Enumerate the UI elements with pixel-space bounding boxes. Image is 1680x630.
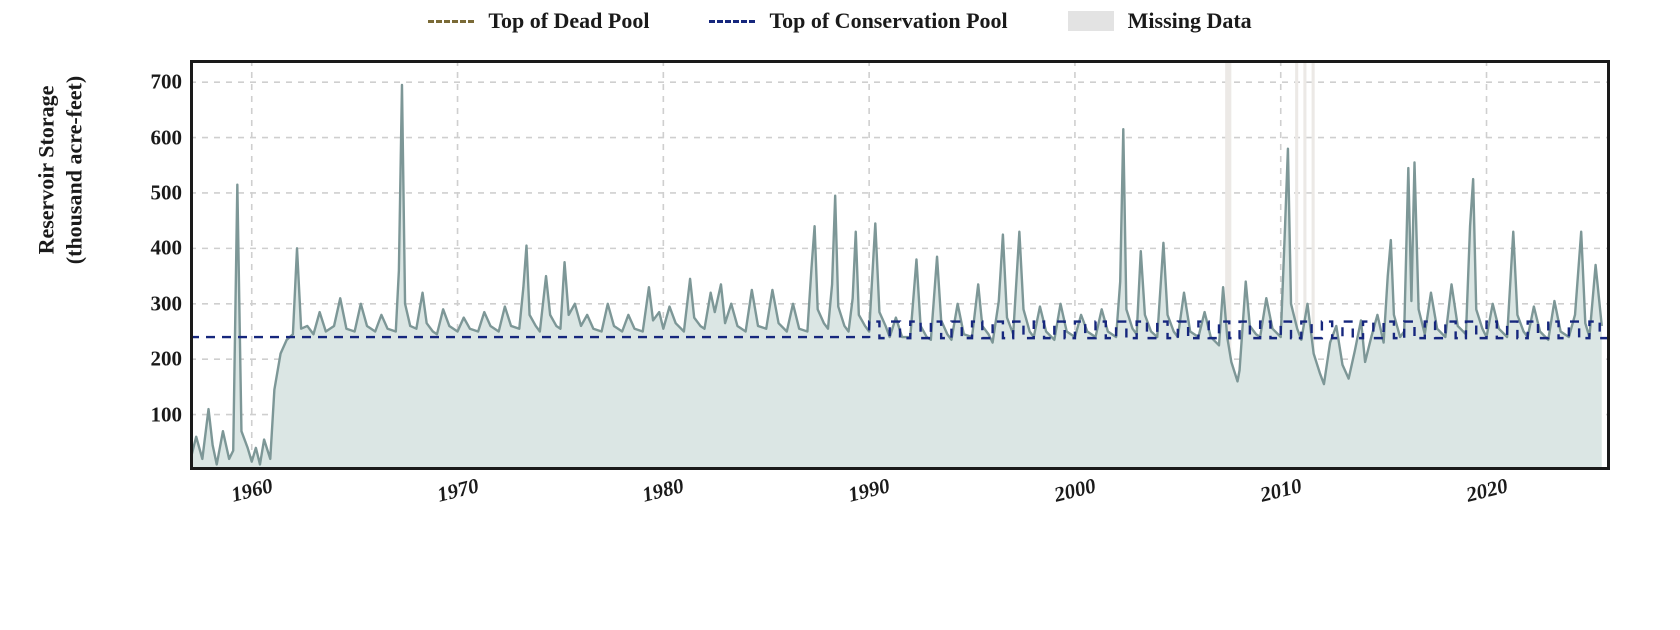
y-tick-label: 200 <box>102 347 182 372</box>
legend-label: Top of Conservation Pool <box>769 8 1007 34</box>
x-tick-label: 1990 <box>846 473 893 507</box>
y-tick-label: 700 <box>102 70 182 95</box>
y-axis-label-line2: (thousand acre-feet) <box>61 76 86 264</box>
y-tick-label: 500 <box>102 180 182 205</box>
y-axis-label: Reservoir Storage (thousand acre-feet) <box>33 30 88 310</box>
legend-dash-icon <box>709 20 755 23</box>
legend-swatch-icon <box>1068 11 1114 31</box>
legend: Top of Dead Pool Top of Conservation Poo… <box>0 8 1680 34</box>
y-tick-label: 300 <box>102 291 182 316</box>
y-tick-label: 600 <box>102 125 182 150</box>
x-tick-label: 1960 <box>228 473 275 507</box>
x-tick-label: 2010 <box>1257 473 1304 507</box>
legend-item-dead-pool: Top of Dead Pool <box>428 8 649 34</box>
y-axis-label-line1: Reservoir Storage <box>34 86 59 255</box>
x-tick-label: 1970 <box>434 473 481 507</box>
y-tick-label: 100 <box>102 402 182 427</box>
plot-area <box>190 60 1610 470</box>
legend-item-conservation-pool: Top of Conservation Pool <box>709 8 1007 34</box>
x-tick-label: 2020 <box>1463 473 1510 507</box>
chart-container: Top of Dead Pool Top of Conservation Poo… <box>0 0 1680 630</box>
plot-svg <box>190 60 1610 470</box>
x-tick-label: 1980 <box>640 473 687 507</box>
legend-label: Top of Dead Pool <box>488 8 649 34</box>
legend-item-missing-data: Missing Data <box>1068 8 1252 34</box>
legend-dash-icon <box>428 20 474 23</box>
x-tick-label: 2000 <box>1052 473 1099 507</box>
legend-label: Missing Data <box>1128 8 1252 34</box>
y-tick-label: 400 <box>102 236 182 261</box>
